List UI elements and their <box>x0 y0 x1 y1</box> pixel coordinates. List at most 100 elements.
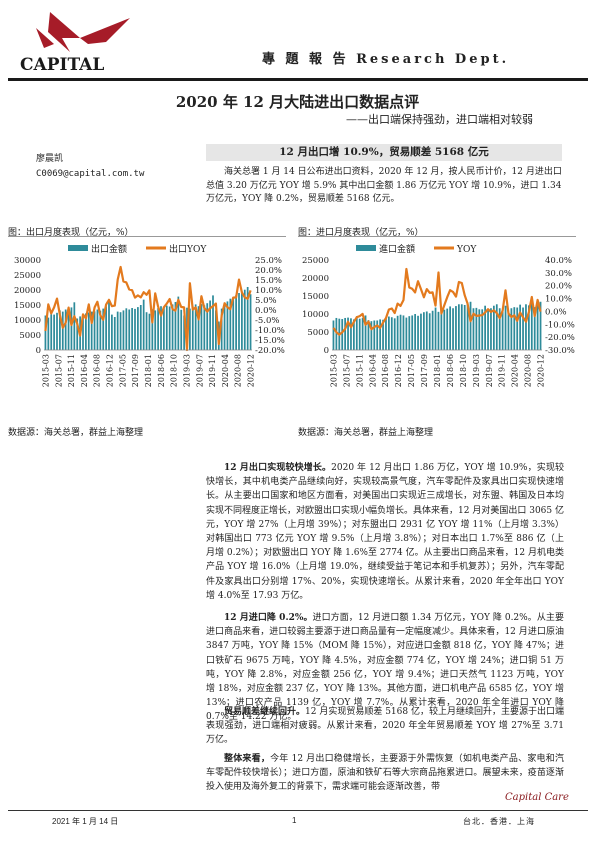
bar <box>232 297 235 350</box>
bar <box>206 303 209 350</box>
bar <box>495 304 498 350</box>
bar <box>177 296 180 350</box>
paragraph-imports: 12 月进口降 0.2%。进口方面，12 月进口额 1.34 万亿元，YOY 降… <box>206 611 564 725</box>
bar <box>61 311 64 350</box>
bar <box>56 312 58 350</box>
y-right-tick-label: -20.0% <box>545 333 575 343</box>
paragraph-lead: 贸易顺差继续回升。 <box>224 707 306 717</box>
bar <box>481 309 484 350</box>
x-tick-label: 2015-03 <box>329 354 338 387</box>
footer-cities: 台北．香港．上海 <box>463 817 535 826</box>
bar <box>197 306 200 350</box>
bar <box>148 313 151 350</box>
bar <box>355 316 358 350</box>
bar <box>530 302 533 350</box>
bar <box>528 305 530 350</box>
bar <box>463 305 466 350</box>
y-left-tick-label: 5000 <box>19 331 41 341</box>
bar <box>373 320 376 350</box>
bar <box>119 312 122 350</box>
bar <box>122 310 125 350</box>
page-number: 1 <box>292 816 297 825</box>
bar <box>163 307 165 350</box>
legend-bar-label: 出口金额 <box>91 243 127 255</box>
bar <box>469 301 472 350</box>
bar <box>382 319 384 350</box>
x-tick-label: 2020-12 <box>247 354 256 387</box>
y-left-tick-label: 15000 <box>14 301 41 311</box>
bar <box>423 312 425 350</box>
y-left-tick-label: 25000 <box>14 271 41 281</box>
bar <box>358 318 361 350</box>
x-tick-label: 2019-11 <box>498 354 507 387</box>
x-tick-label: 2017-05 <box>407 354 416 387</box>
bar <box>370 321 373 350</box>
y-left-tick-label: 0 <box>36 346 41 356</box>
bar <box>449 306 451 350</box>
bar <box>102 308 105 350</box>
import-chart: 進口金額 YOY 0 5000 10000 15000 20000 25000 -30.0% -2… <box>302 243 575 387</box>
bar <box>249 294 252 350</box>
x-tick-label: 2015-07 <box>342 354 351 387</box>
x-tick-label: 2015-11 <box>67 354 76 387</box>
bar <box>229 298 232 350</box>
export-chart: 出口金额 出口YOY 0 5000 10000 15000 20000 25000 30000 -… <box>14 243 285 387</box>
x-tick-label: 2018-10 <box>170 354 179 387</box>
bar <box>385 318 387 350</box>
bar <box>53 314 55 350</box>
bar <box>367 320 370 350</box>
yoy-line <box>332 267 542 336</box>
bar <box>335 317 338 350</box>
bar <box>437 311 440 350</box>
x-tick-label: 2017-05 <box>118 354 127 387</box>
bar <box>396 315 399 350</box>
capital-care-logo: Capital Care <box>505 792 569 803</box>
bar <box>414 314 416 350</box>
bar <box>96 309 99 350</box>
paragraph-text: 2020 年 12 月出口 1.86 万亿，YOY 增 10.9%，实现较快增长… <box>206 463 564 601</box>
y-left-tick-label: 0 <box>324 346 329 356</box>
x-tick-label: 2019-07 <box>485 354 494 387</box>
legend-bar-swatch <box>68 245 88 251</box>
bar <box>484 305 486 350</box>
bar <box>361 317 364 350</box>
y-right-tick-label: -15.0% <box>255 336 285 346</box>
import-chart-source: 数据源：海关总署，群益上海整理 <box>298 428 434 438</box>
bar <box>64 309 67 350</box>
bar <box>67 311 70 350</box>
x-tick-label: 2016-04 <box>80 354 89 387</box>
x-tick-label: 2016-12 <box>106 354 115 387</box>
x-tick-label: 2015-03 <box>41 354 50 387</box>
x-tick-label: 2019-03 <box>182 354 191 387</box>
bar <box>443 309 446 350</box>
bar <box>516 307 519 350</box>
y-left-tick-label: 10000 <box>14 316 41 326</box>
x-tick-label: 2018-01 <box>433 354 442 387</box>
y-right-tick-label: 10.0% <box>545 295 572 305</box>
x-tick-label: 2016-12 <box>394 354 403 387</box>
bar <box>525 304 527 350</box>
y-right-tick-label: 40.0% <box>545 256 572 266</box>
author-name: 廖晨凯 <box>36 154 64 164</box>
author-email[interactable]: C0069@capital.com.tw <box>36 169 145 179</box>
x-tick-label: 2017-09 <box>420 354 429 387</box>
bar <box>487 308 489 350</box>
bar <box>510 308 513 350</box>
bar <box>131 308 133 350</box>
bar <box>82 314 84 350</box>
bar <box>47 317 50 350</box>
x-tick-label: 2020-08 <box>234 354 243 387</box>
bar <box>125 308 128 350</box>
bar <box>388 316 390 350</box>
y-right-tick-label: -20.0% <box>255 346 285 356</box>
bar <box>347 317 349 350</box>
report-subtitle: ——出口端保持强劲，进口端相对较弱 <box>346 113 533 126</box>
y-right-tick-label: 20.0% <box>255 266 282 276</box>
bar <box>458 304 460 350</box>
bar <box>183 315 185 350</box>
highlight-bar: 12 月出口增 10.9%，贸易顺差 5168 亿元 <box>206 144 562 161</box>
bar <box>134 308 136 350</box>
bar <box>513 307 516 350</box>
bar <box>498 308 501 350</box>
x-tick-label: 2016-08 <box>93 354 102 387</box>
